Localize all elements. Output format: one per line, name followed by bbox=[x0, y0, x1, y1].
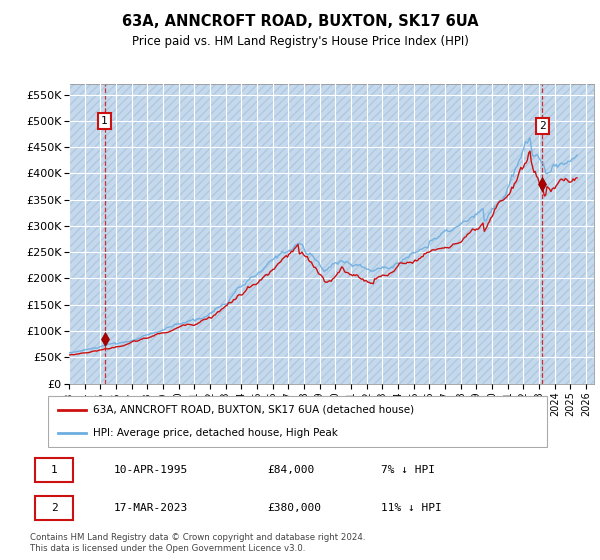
Text: 1: 1 bbox=[51, 465, 58, 475]
Text: 63A, ANNCROFT ROAD, BUXTON, SK17 6UA (detached house): 63A, ANNCROFT ROAD, BUXTON, SK17 6UA (de… bbox=[94, 405, 415, 415]
FancyBboxPatch shape bbox=[35, 496, 73, 520]
Text: 1: 1 bbox=[101, 116, 108, 126]
Text: 17-MAR-2023: 17-MAR-2023 bbox=[114, 503, 188, 513]
Text: £380,000: £380,000 bbox=[268, 503, 322, 513]
Text: £84,000: £84,000 bbox=[268, 465, 315, 475]
FancyBboxPatch shape bbox=[35, 458, 73, 482]
Text: 2: 2 bbox=[539, 121, 546, 131]
Text: 2: 2 bbox=[51, 503, 58, 513]
Text: 63A, ANNCROFT ROAD, BUXTON, SK17 6UA: 63A, ANNCROFT ROAD, BUXTON, SK17 6UA bbox=[122, 14, 478, 29]
Text: HPI: Average price, detached house, High Peak: HPI: Average price, detached house, High… bbox=[94, 428, 338, 438]
FancyBboxPatch shape bbox=[48, 396, 547, 447]
Text: 11% ↓ HPI: 11% ↓ HPI bbox=[381, 503, 442, 513]
Text: 7% ↓ HPI: 7% ↓ HPI bbox=[381, 465, 435, 475]
Text: Contains HM Land Registry data © Crown copyright and database right 2024.
This d: Contains HM Land Registry data © Crown c… bbox=[30, 533, 365, 553]
Text: 10-APR-1995: 10-APR-1995 bbox=[114, 465, 188, 475]
Text: Price paid vs. HM Land Registry's House Price Index (HPI): Price paid vs. HM Land Registry's House … bbox=[131, 35, 469, 48]
